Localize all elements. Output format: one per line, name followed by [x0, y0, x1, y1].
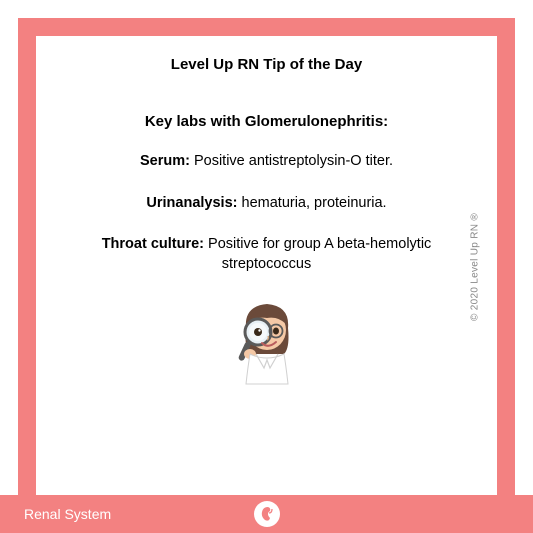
lab-label: Urinanalysis:: [146, 195, 237, 211]
lab-value: hematuria, proteinuria.: [237, 195, 386, 211]
nurse-illustration: [66, 296, 467, 386]
card-frame: Level Up RN Tip of the Day Key labs with…: [0, 0, 533, 533]
card-header: Level Up RN Tip of the Day: [66, 56, 467, 73]
copyright-text: © 2020 Level Up RN ®: [469, 212, 480, 320]
nurse-icon: [228, 296, 306, 386]
card-footer: Renal System: [0, 495, 533, 533]
content-area: Level Up RN Tip of the Day Key labs with…: [18, 18, 515, 495]
lab-label: Throat culture:: [102, 236, 204, 252]
lab-line: Serum: Positive antistreptolysin-O titer…: [66, 152, 467, 172]
card-subtitle: Key labs with Glomerulonephritis:: [66, 113, 467, 130]
lab-value: Positive antistreptolysin-O titer.: [190, 153, 393, 169]
lab-line: Urinanalysis: hematuria, proteinuria.: [66, 194, 467, 214]
lab-line: Throat culture: Positive for group A bet…: [66, 235, 467, 274]
lab-value: Positive for group A beta-hemolytic stre…: [204, 236, 431, 272]
footer-category: Renal System: [24, 506, 111, 522]
footer-kidney-icon: [254, 501, 280, 527]
lab-label: Serum:: [140, 153, 190, 169]
